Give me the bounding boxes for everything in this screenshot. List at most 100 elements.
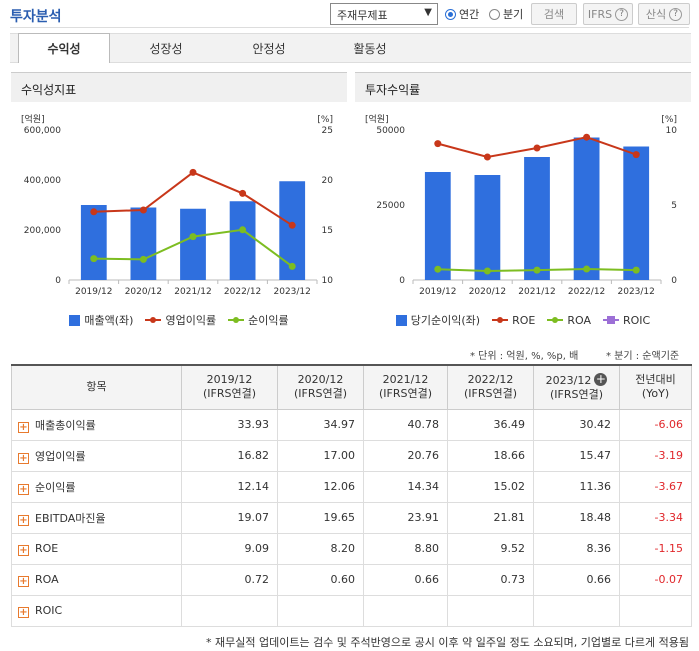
- line-point[interactable]: [583, 265, 591, 273]
- line-point[interactable]: [288, 262, 296, 270]
- table-row: + ROA 0.72 0.60 0.66 0.73 0.66 -0.07: [11, 563, 692, 596]
- x-tick-label: 2023/12: [618, 287, 655, 297]
- line-point[interactable]: [90, 208, 98, 216]
- bar-mark[interactable]: [524, 157, 550, 280]
- table-header-row: 항목 2019/12 (IFRS연결) 2020/12 (IFRS연결) 2021/…: [11, 364, 692, 410]
- legend-item-net-income[interactable]: 당기순이익(좌): [395, 312, 480, 328]
- radio-checked-icon: [445, 8, 456, 20]
- value-cell: 9.52: [447, 532, 534, 565]
- line-point[interactable]: [434, 265, 442, 273]
- line-point[interactable]: [632, 266, 640, 274]
- panel-title: 수익성지표: [11, 72, 347, 102]
- legend-line-swatch: [145, 315, 162, 325]
- tab-activity[interactable]: 활동성: [353, 42, 387, 56]
- period-year: 2021/12: [382, 373, 429, 387]
- row-label-cell[interactable]: + 순이익률: [11, 470, 182, 503]
- row-label-cell[interactable]: + EBITDA마진율: [11, 501, 182, 534]
- bar-mark[interactable]: [623, 146, 650, 281]
- line-point[interactable]: [139, 255, 147, 263]
- legend-item-net-margin[interactable]: 순이익률: [228, 312, 289, 328]
- search-button[interactable]: 검색: [531, 3, 577, 25]
- line-point[interactable]: [583, 133, 591, 141]
- bar-mark[interactable]: [130, 207, 157, 281]
- row-label-cell[interactable]: + ROE: [11, 532, 182, 565]
- yoy-cell: -1.15: [619, 532, 692, 565]
- radio-unchecked-icon: [489, 8, 500, 20]
- expand-plus-icon[interactable]: +: [18, 606, 29, 618]
- bar-mark[interactable]: [180, 208, 206, 280]
- bar-mark[interactable]: [80, 205, 107, 280]
- x-tick-label: 2020/12: [469, 287, 506, 297]
- legend-item-op-margin[interactable]: 영업이익률: [145, 312, 216, 328]
- line-point[interactable]: [90, 255, 98, 263]
- expand-plus-icon[interactable]: +: [18, 452, 29, 464]
- table-row: + 영업이익률 16.82 17.00 20.76 18.66 15.47 -3.19: [11, 439, 692, 472]
- y-tick-right: 15: [322, 226, 333, 236]
- column-header-period: 2023/12 + (IFRS연결): [533, 364, 620, 410]
- x-tick-label: 2019/12: [419, 287, 456, 297]
- formula-button[interactable]: 산식 ?: [638, 3, 690, 25]
- line-point[interactable]: [533, 266, 541, 274]
- period-year: 2020/12: [297, 373, 344, 387]
- line-point[interactable]: [434, 140, 442, 148]
- line-point[interactable]: [239, 189, 247, 197]
- line-point[interactable]: [632, 151, 640, 159]
- statement-select-value: 주재무제표: [337, 9, 388, 22]
- yoy-label: 전년대비: [635, 373, 676, 387]
- y-tick-right: 0: [671, 276, 677, 286]
- statement-select[interactable]: 주재무제표 ▼: [330, 3, 438, 25]
- value-cell: 33.93: [181, 408, 278, 441]
- legend-item-roa[interactable]: ROA: [547, 312, 591, 328]
- legend-label: 영업이익률: [165, 314, 217, 327]
- yoy-cell: -0.07: [619, 563, 692, 596]
- tab-growth[interactable]: 성장성: [149, 42, 183, 56]
- legend-item-roe[interactable]: ROE: [492, 312, 535, 328]
- line-point[interactable]: [189, 233, 197, 241]
- value-cell: [447, 594, 534, 627]
- radio-annual[interactable]: 연간: [445, 6, 479, 22]
- expand-plus-icon[interactable]: +: [18, 544, 29, 556]
- y-tick-left: 25000: [376, 201, 405, 211]
- legend-item-roic[interactable]: ROIC: [602, 312, 650, 328]
- expand-plus-icon[interactable]: +: [18, 514, 29, 526]
- tab-profitability[interactable]: 수익성: [18, 33, 110, 63]
- value-cell: 16.82: [181, 439, 278, 472]
- formula-button-label: 산식: [645, 8, 667, 21]
- ifrs-button[interactable]: IFRS ?: [583, 3, 633, 25]
- line-point[interactable]: [288, 221, 296, 229]
- table-row: + EBITDA마진율 19.07 19.65 23.91 21.81 18.48 -3.34: [11, 501, 692, 534]
- row-label-cell[interactable]: + 매출총이익률: [11, 408, 182, 441]
- bar-mark[interactable]: [229, 201, 256, 280]
- value-cell: 36.49: [447, 408, 534, 441]
- bar-mark[interactable]: [424, 172, 451, 280]
- line-point[interactable]: [189, 168, 197, 176]
- x-tick-label: 2020/12: [125, 287, 162, 297]
- period-year: 2023/12: [545, 373, 592, 387]
- row-label: 영업이익률: [35, 449, 86, 463]
- expand-plus-icon[interactable]: +: [18, 483, 29, 495]
- line-point[interactable]: [239, 226, 247, 234]
- bar-mark[interactable]: [474, 175, 501, 280]
- line-point[interactable]: [139, 206, 147, 214]
- line-point[interactable]: [533, 144, 541, 152]
- value-cell: 12.14: [181, 470, 278, 503]
- period-year: 2019/12: [206, 373, 253, 387]
- radio-quarter[interactable]: 분기: [489, 6, 523, 22]
- expand-plus-icon[interactable]: +: [18, 575, 29, 587]
- tab-stability[interactable]: 안정성: [252, 42, 286, 56]
- y-tick-left: 0: [399, 276, 405, 286]
- y-tick-right: 10: [322, 276, 334, 286]
- x-tick-label: 2021/12: [518, 287, 555, 297]
- value-cell: 8.20: [277, 532, 364, 565]
- add-period-button[interactable]: +: [594, 371, 608, 386]
- row-label-cell[interactable]: + ROIC: [11, 594, 182, 627]
- line-point[interactable]: [483, 267, 491, 275]
- line-point[interactable]: [483, 153, 491, 161]
- value-cell: 0.66: [533, 563, 620, 596]
- expand-plus-icon[interactable]: +: [18, 421, 29, 433]
- row-label-cell[interactable]: + ROA: [11, 563, 182, 596]
- bar-mark[interactable]: [573, 137, 600, 281]
- value-cell: 18.66: [447, 439, 534, 472]
- legend-item-sales[interactable]: 매출액(좌): [69, 312, 133, 328]
- row-label-cell[interactable]: + 영업이익률: [11, 439, 182, 472]
